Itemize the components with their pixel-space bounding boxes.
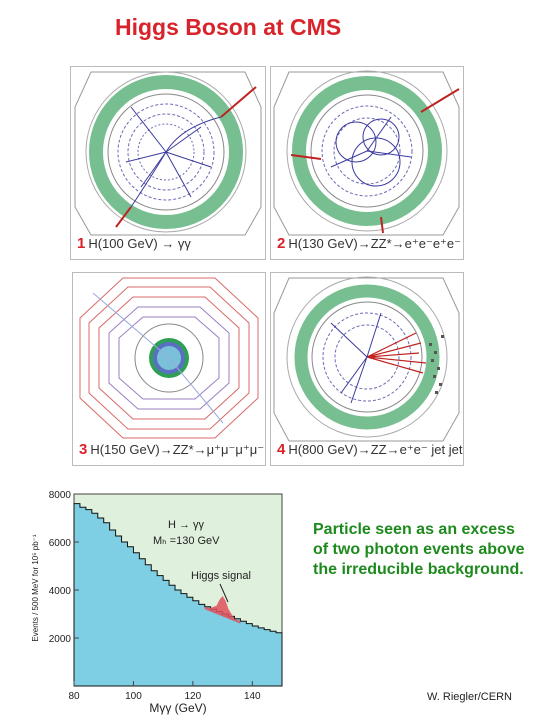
higgs-mass-histogram: 2000 4000 6000 8000 80 100 120 140 H → γγ Mₕ =…	[31, 490, 283, 715]
event-display-2: 2 H(130 GeV)→ZZ*→e⁺e⁻e⁺e⁻	[270, 66, 464, 260]
legend-mass: Mₕ =130 GeV	[153, 535, 220, 547]
page-title: Higgs Boson at CMS	[115, 14, 342, 40]
event-display-4-graphic	[273, 276, 460, 442]
signal-arrow	[219, 583, 229, 603]
y-tick-label: 6000	[49, 538, 72, 549]
panel-3-number: 3	[79, 441, 88, 458]
x-tick-label: 120	[185, 691, 202, 702]
panel-4-text: H(800 GeV)→ZZ→e⁺e⁻ jet jet	[288, 442, 463, 457]
panel-2-number: 2	[277, 235, 286, 252]
description-text: Particle seen as an excess of two photon…	[313, 521, 525, 578]
panel-2-text: H(130 GeV)→ZZ*→e⁺e⁻e⁺e⁻	[288, 236, 462, 251]
legend-process: H → γγ	[168, 519, 205, 531]
higgs-signal-peak	[204, 596, 241, 624]
x-tick-label: 100	[125, 691, 142, 702]
credit-text: W. Riegler/CERN	[427, 691, 512, 703]
signal-annotation: Higgs signal	[191, 570, 251, 582]
panel-1-number: 1	[77, 235, 86, 252]
x-tick-label: 140	[244, 691, 261, 702]
event-display-2-graphic	[273, 70, 460, 236]
y-tick-label: 4000	[49, 586, 72, 597]
panel-1-text: H(100 GeV) → γγ	[88, 236, 191, 251]
background-distribution	[73, 503, 283, 687]
y-axis-label: Events / 500 MeV for 10⁵ pb⁻¹	[31, 534, 40, 641]
y-tick-label: 2000	[49, 634, 72, 645]
panel-3-caption: 3 H(150 GeV)→ZZ*→μ⁺μ⁻μ⁺μ⁻	[79, 441, 264, 458]
panel-4-caption: 4 H(800 GeV)→ZZ→e⁺e⁻ jet jet	[277, 441, 462, 458]
x-axis-label: Mγγ (GeV)	[149, 701, 206, 715]
event-display-3: 3 H(150 GeV)→ZZ*→μ⁺μ⁻μ⁺μ⁻	[72, 272, 266, 466]
panel-1-caption: 1 H(100 GeV) → γγ	[77, 235, 191, 252]
x-tick-label: 80	[68, 691, 80, 702]
panel-3-text: H(150 GeV)→ZZ*→μ⁺μ⁻μ⁺μ⁻	[90, 442, 265, 457]
event-display-1-graphic	[74, 71, 262, 236]
panel-4-number: 4	[277, 441, 286, 458]
event-display-4: 4 H(800 GeV)→ZZ→e⁺e⁻ jet jet	[270, 272, 464, 466]
panel-2-caption: 2 H(130 GeV)→ZZ*→e⁺e⁻e⁺e⁻	[277, 235, 461, 252]
event-display-3-graphic	[79, 277, 259, 439]
event-display-1: 1 H(100 GeV) → γγ	[70, 66, 266, 260]
y-tick-label: 8000	[49, 490, 72, 501]
